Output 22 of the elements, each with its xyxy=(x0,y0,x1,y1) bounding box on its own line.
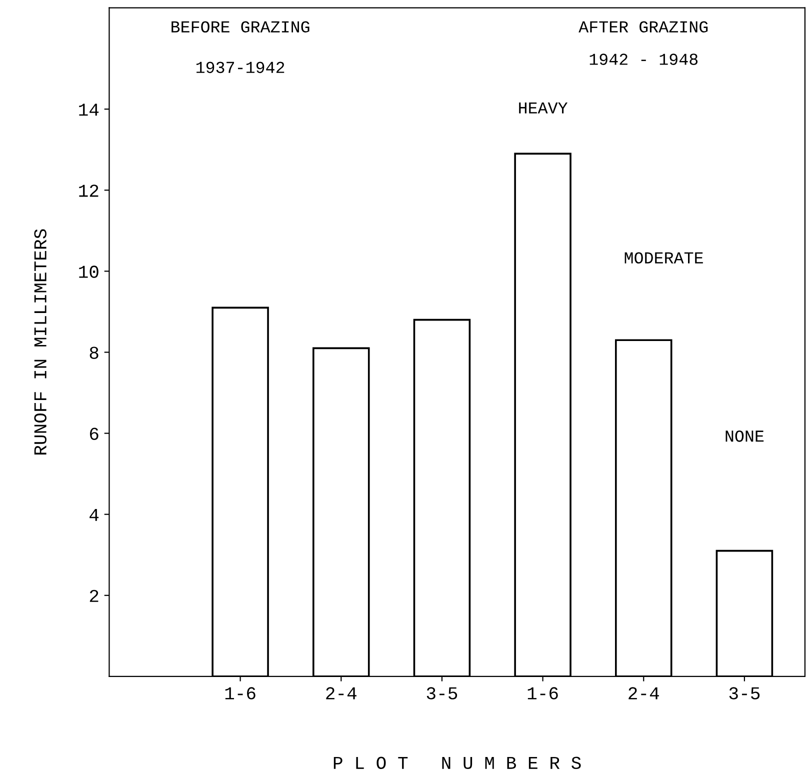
annotation: HEAVY xyxy=(519,102,568,114)
y-tick-label: 14 xyxy=(79,104,99,116)
x-tick-label: 3-5 xyxy=(426,687,458,700)
x-tick-label: 2-4 xyxy=(326,687,356,700)
annotation: NONE xyxy=(726,430,764,442)
annotation: BEFORE GRAZING xyxy=(172,21,310,33)
annotation: 1942 - 1948 xyxy=(590,54,698,65)
y-tick-label: 6 xyxy=(90,428,98,440)
y-tick-label: 8 xyxy=(90,346,98,359)
annotation: 1937-1942 xyxy=(196,62,284,74)
annotation: AFTER GRAZING xyxy=(578,21,708,33)
y-tick-label: 12 xyxy=(79,184,98,197)
y-tick-label: 2 xyxy=(90,590,98,602)
y-tick-label: 10 xyxy=(79,266,98,278)
x-tick-label: 3-5 xyxy=(729,687,760,700)
y-axis-title: RUNOFF IN MILLIMETERS xyxy=(34,229,46,454)
x-tick-label: 1-6 xyxy=(225,687,256,700)
annotation: MODERATE xyxy=(624,252,703,264)
x-tick-label: 2-4 xyxy=(628,687,659,700)
x-tick-label: 1-6 xyxy=(528,687,558,700)
x-axis-title: P L O T N U M B E R S xyxy=(334,756,581,770)
y-tick-label: 4 xyxy=(90,508,99,521)
